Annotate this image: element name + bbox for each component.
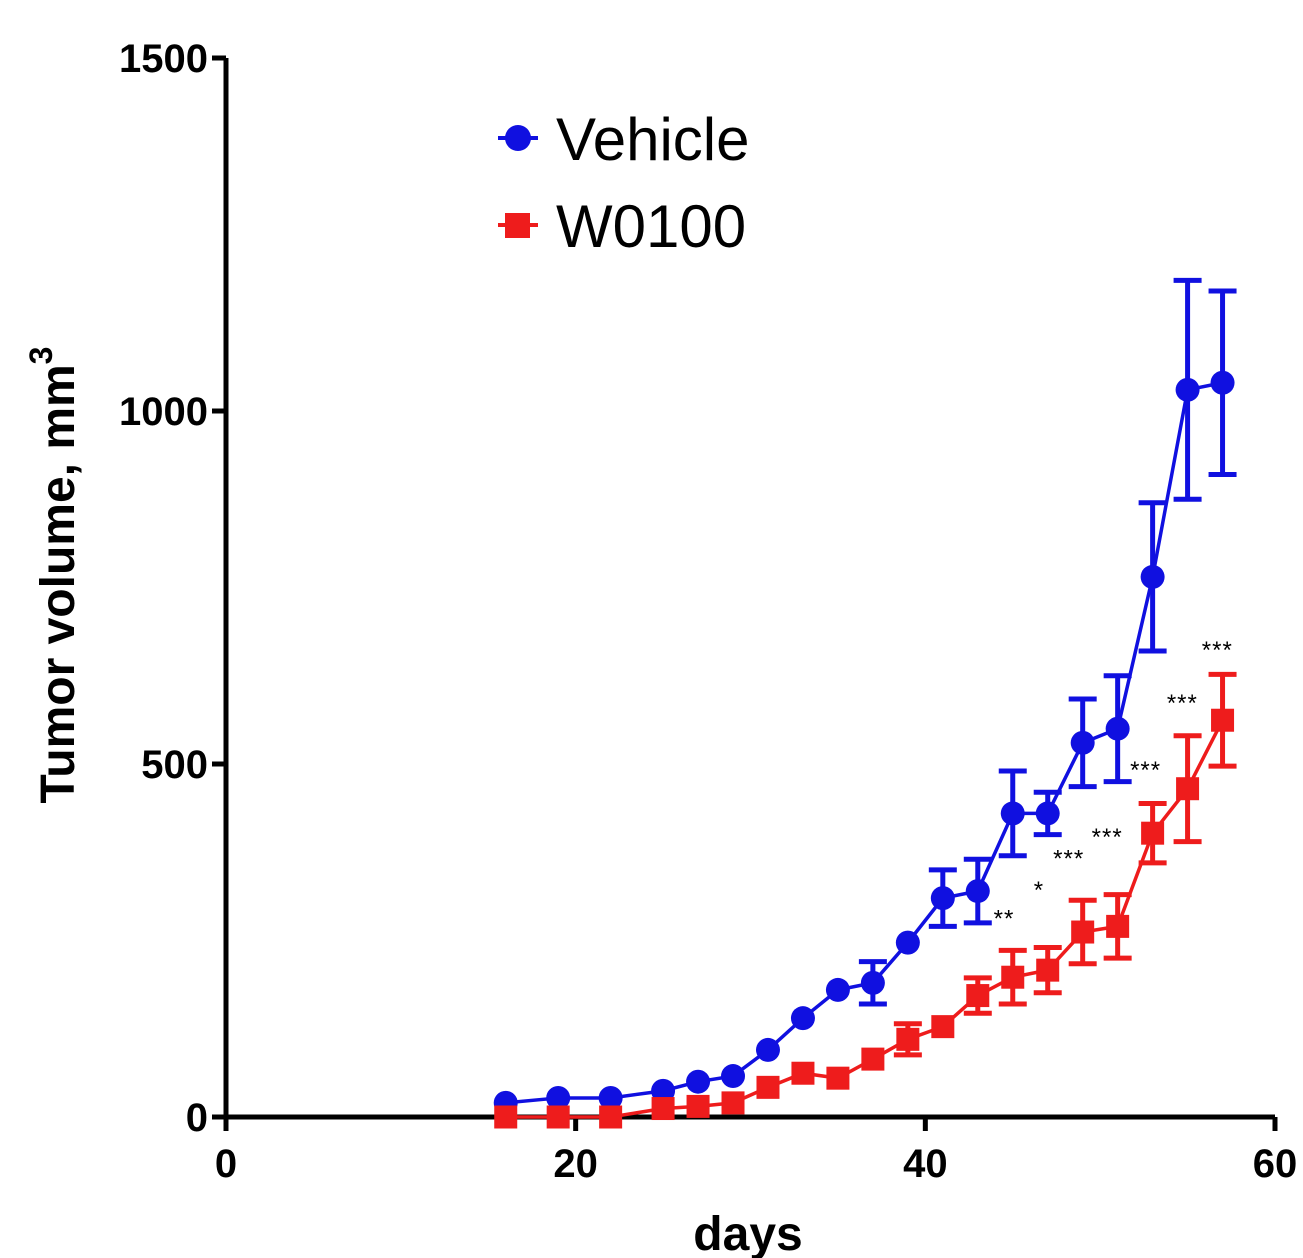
y-axis-title-superscript: 3: [23, 347, 59, 365]
y-axis-title-main: Tumor volume, mm: [32, 364, 85, 803]
w0100-point: [599, 1105, 623, 1129]
w0100-point: [1071, 920, 1095, 944]
vehicle-point: [825, 977, 850, 1002]
vehicle-point: [1105, 716, 1130, 741]
x-tick-label: 40: [903, 1142, 948, 1186]
vehicle-point: [651, 1078, 676, 1103]
legend: Vehicle W0100: [498, 106, 749, 260]
axes: 0 500 1000 1500 0 20 40 60: [119, 37, 1297, 1186]
y-tick-label: 1000: [119, 390, 208, 434]
w0100-point: [896, 1027, 920, 1051]
vehicle-point: [1175, 377, 1200, 402]
significance-label: **: [994, 905, 1015, 932]
vehicle-point: [895, 930, 920, 955]
y-axis-title: Tumor volume, mm3: [23, 347, 85, 804]
vehicle-point: [930, 886, 955, 911]
w0100-point: [966, 984, 990, 1008]
y-tick-label: 500: [141, 743, 208, 787]
significance-label: ***: [1092, 824, 1123, 851]
w0100-point: [791, 1061, 815, 1085]
vehicle-point: [721, 1064, 746, 1089]
w0100-point: [651, 1097, 675, 1121]
w0100-point: [826, 1066, 850, 1090]
significance-label: ***: [1130, 757, 1161, 784]
vehicle-point: [1070, 730, 1095, 755]
vehicle-point: [598, 1085, 623, 1110]
legend-marker-w0100: [505, 213, 530, 238]
w0100-point: [686, 1094, 710, 1118]
w0100-point: [494, 1105, 518, 1129]
w0100-point: [1106, 914, 1130, 938]
x-tick-label: 60: [1253, 1142, 1298, 1186]
vehicle-point: [1035, 801, 1060, 826]
w0100-point: [931, 1015, 955, 1039]
x-axis-title: days: [693, 1208, 802, 1258]
w0100-point: [546, 1105, 570, 1129]
w0100-point: [1036, 958, 1060, 982]
legend-label-vehicle: Vehicle: [556, 106, 749, 173]
legend-entry-w0100: W0100: [498, 193, 746, 260]
y-tick-label: 0: [186, 1096, 208, 1140]
x-tick-label: 20: [553, 1142, 598, 1186]
w0100-point: [756, 1075, 780, 1099]
w0100-point: [1001, 965, 1025, 989]
vehicle-point: [686, 1069, 711, 1094]
series-vehicle: [493, 277, 1237, 1115]
vehicle-point: [1210, 370, 1235, 395]
legend-label-w0100: W0100: [556, 193, 746, 260]
series-w0100: [494, 671, 1237, 1129]
significance-annotations: ******************: [994, 637, 1233, 932]
w0100-point: [1211, 708, 1235, 732]
vehicle-point: [755, 1037, 780, 1062]
vehicle-point: [1000, 801, 1025, 826]
significance-label: ***: [1167, 690, 1198, 717]
w0100-point: [861, 1047, 885, 1071]
vehicle-point: [860, 970, 885, 995]
vehicle-line: [505, 381, 1223, 1105]
legend-marker-vehicle: [505, 125, 531, 151]
series-layer: [493, 277, 1237, 1129]
significance-label: ***: [1202, 637, 1233, 664]
vehicle-point: [965, 879, 990, 904]
w0100-point: [1141, 821, 1165, 845]
vehicle-point: [546, 1085, 571, 1110]
w0100-point: [1176, 777, 1200, 801]
x-tick-label: 0: [215, 1142, 237, 1186]
w0100-point: [721, 1091, 745, 1115]
legend-entry-vehicle: Vehicle: [498, 106, 749, 173]
significance-label: *: [1034, 877, 1044, 904]
significance-label: ***: [1053, 845, 1084, 872]
vehicle-point: [1140, 564, 1165, 589]
y-tick-label: 1500: [119, 37, 208, 81]
vehicle-point: [790, 1006, 815, 1031]
